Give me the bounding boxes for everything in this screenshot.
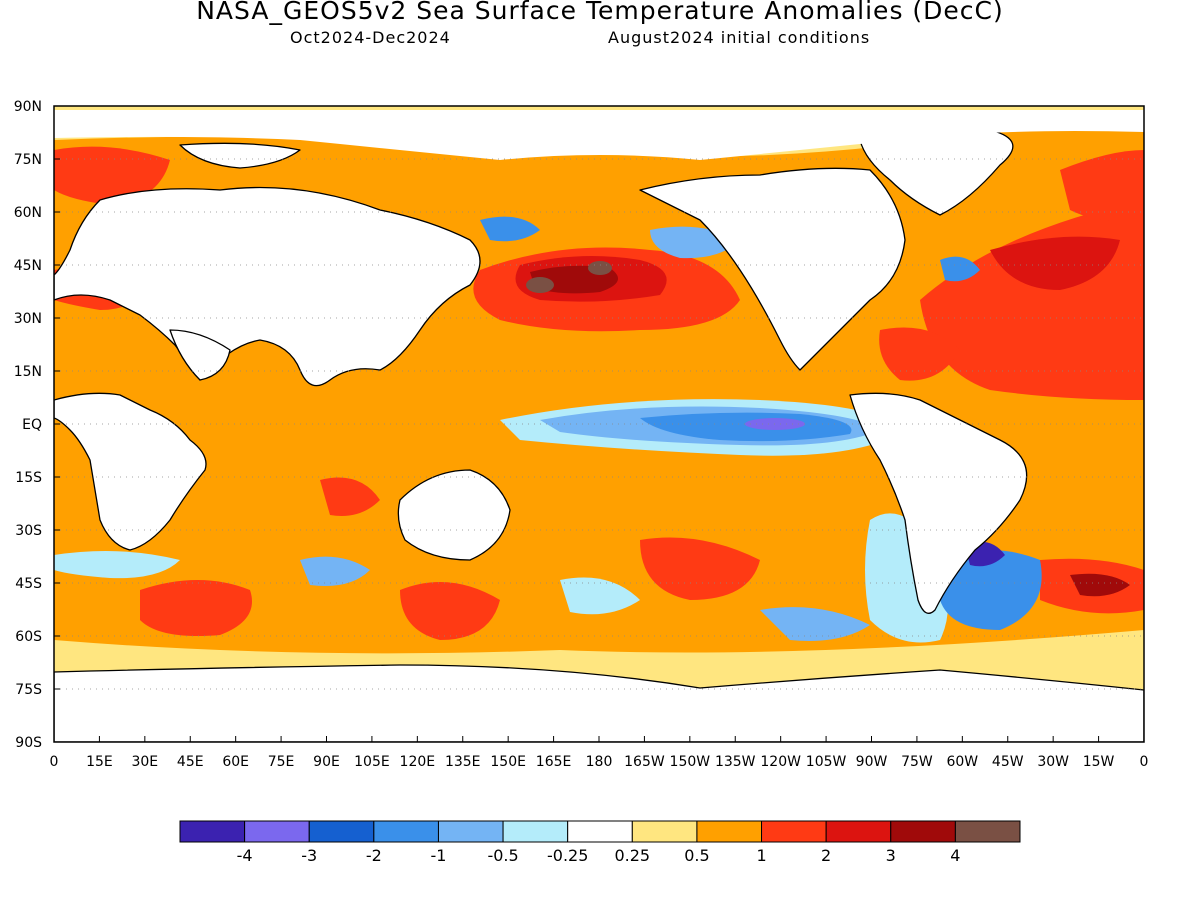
colorbar-swatch xyxy=(179,820,246,843)
south-america xyxy=(849,392,1028,614)
forecast-period: Oct2024-Dec2024 xyxy=(290,28,451,47)
lat-tick-label: 90N xyxy=(14,99,42,115)
lat-tick-label: 45S xyxy=(15,576,42,592)
colorbar-swatch xyxy=(696,820,763,843)
australia xyxy=(397,469,511,561)
colorbar-swatch xyxy=(373,820,439,843)
lon-tick-label: 150E xyxy=(490,754,526,770)
lon-tick-label: 90E xyxy=(313,754,340,770)
north-america xyxy=(639,167,906,371)
colorbar-label: 0.5 xyxy=(684,846,709,865)
colorbar-label: -2 xyxy=(366,846,382,865)
colorbar-label: -4 xyxy=(237,846,253,865)
arctic-islands xyxy=(179,142,301,169)
colorbar-label: 4 xyxy=(950,846,960,865)
lon-tick-label: 120E xyxy=(400,754,436,770)
colorbar-swatch xyxy=(761,820,827,843)
lon-tick-label: 30W xyxy=(1037,754,1069,770)
lon-tick-label: 0 xyxy=(50,754,59,770)
colorbar-swatch xyxy=(954,820,1021,843)
lat-tick-label: 75S xyxy=(15,682,42,698)
map-title: NASA_GEOS5v2 Sea Surface Temperature Ano… xyxy=(196,0,1004,25)
antarctica xyxy=(54,664,1144,742)
colorbar-label: 3 xyxy=(886,846,896,865)
lon-tick-label: 150W xyxy=(670,754,711,770)
longitude-labels: 0 15E 30E 45E 60E 75E 90E 105E 120E 135E 150E 165E 1… xyxy=(50,736,1149,770)
lon-tick-label: 30E xyxy=(131,754,158,770)
lon-tick-label: 180 xyxy=(586,754,613,770)
lon-tick-label: 165W xyxy=(624,754,665,770)
colorbar-label: -0.5 xyxy=(487,846,518,865)
arabia xyxy=(169,329,231,381)
lon-tick-label: 105E xyxy=(354,754,390,770)
colorbar-swatch xyxy=(502,820,569,843)
colorbar: -4 -3 -2 -1 -0.5 -0.25 0.25 0.5 1 2 3 4 xyxy=(179,820,1021,865)
colorbar-swatch xyxy=(631,820,698,843)
lat-tick-label: 15N xyxy=(14,364,42,380)
colorbar-swatch xyxy=(567,820,633,843)
colorbar-label: 2 xyxy=(821,846,831,865)
colorbar-label: 1 xyxy=(756,846,766,865)
lon-tick-label: 75W xyxy=(901,754,933,770)
lon-tick-label: 90W xyxy=(856,754,888,770)
lon-tick-label: 45W xyxy=(992,754,1024,770)
lat-tick-label: 45N xyxy=(14,258,42,274)
colorbar-swatch xyxy=(825,820,892,843)
colorbar-label: -0.25 xyxy=(547,846,588,865)
lat-tick-label: 30S xyxy=(15,523,42,539)
lat-tick-label: 15S xyxy=(15,470,42,486)
lon-tick-label: 75E xyxy=(268,754,295,770)
lat-tick-label: EQ xyxy=(22,417,42,433)
initial-conditions-note: August2024 initial conditions xyxy=(608,28,871,47)
lon-tick-label: 120W xyxy=(760,754,801,770)
lat-tick-label: 75N xyxy=(14,152,42,168)
iceland-britain xyxy=(54,110,1144,160)
latitude-labels: 90N 75N 60N 45N 30N 15N EQ 15S 30S 45S 60S 75S 90S xyxy=(14,99,60,751)
colorbar-swatch xyxy=(890,820,956,843)
lon-tick-label: 0 xyxy=(1140,754,1149,770)
anomaly-field xyxy=(54,106,1144,742)
lon-tick-label: 15W xyxy=(1083,754,1115,770)
lat-tick-label: 60S xyxy=(15,629,42,645)
colorbar-label: -3 xyxy=(301,846,317,865)
land-masses xyxy=(54,110,1144,742)
lon-tick-label: 60E xyxy=(222,754,249,770)
lon-tick-label: 135W xyxy=(715,754,756,770)
colorbar-label: 0.25 xyxy=(614,846,650,865)
lon-tick-label: 15E xyxy=(86,754,113,770)
lon-tick-label: 45E xyxy=(177,754,204,770)
lon-tick-label: 165E xyxy=(536,754,572,770)
colorbar-label: -1 xyxy=(430,846,446,865)
colorbar-swatch xyxy=(308,820,375,843)
colorbar-swatch xyxy=(244,820,310,843)
lon-tick-label: 60W xyxy=(946,754,978,770)
lon-tick-label: 105W xyxy=(806,754,847,770)
colorbar-swatch xyxy=(437,820,504,843)
lat-tick-label: 90S xyxy=(15,735,42,751)
africa xyxy=(54,392,207,551)
lat-tick-label: 30N xyxy=(14,311,42,327)
lon-tick-label: 135E xyxy=(445,754,481,770)
lat-tick-label: 60N xyxy=(14,205,42,221)
